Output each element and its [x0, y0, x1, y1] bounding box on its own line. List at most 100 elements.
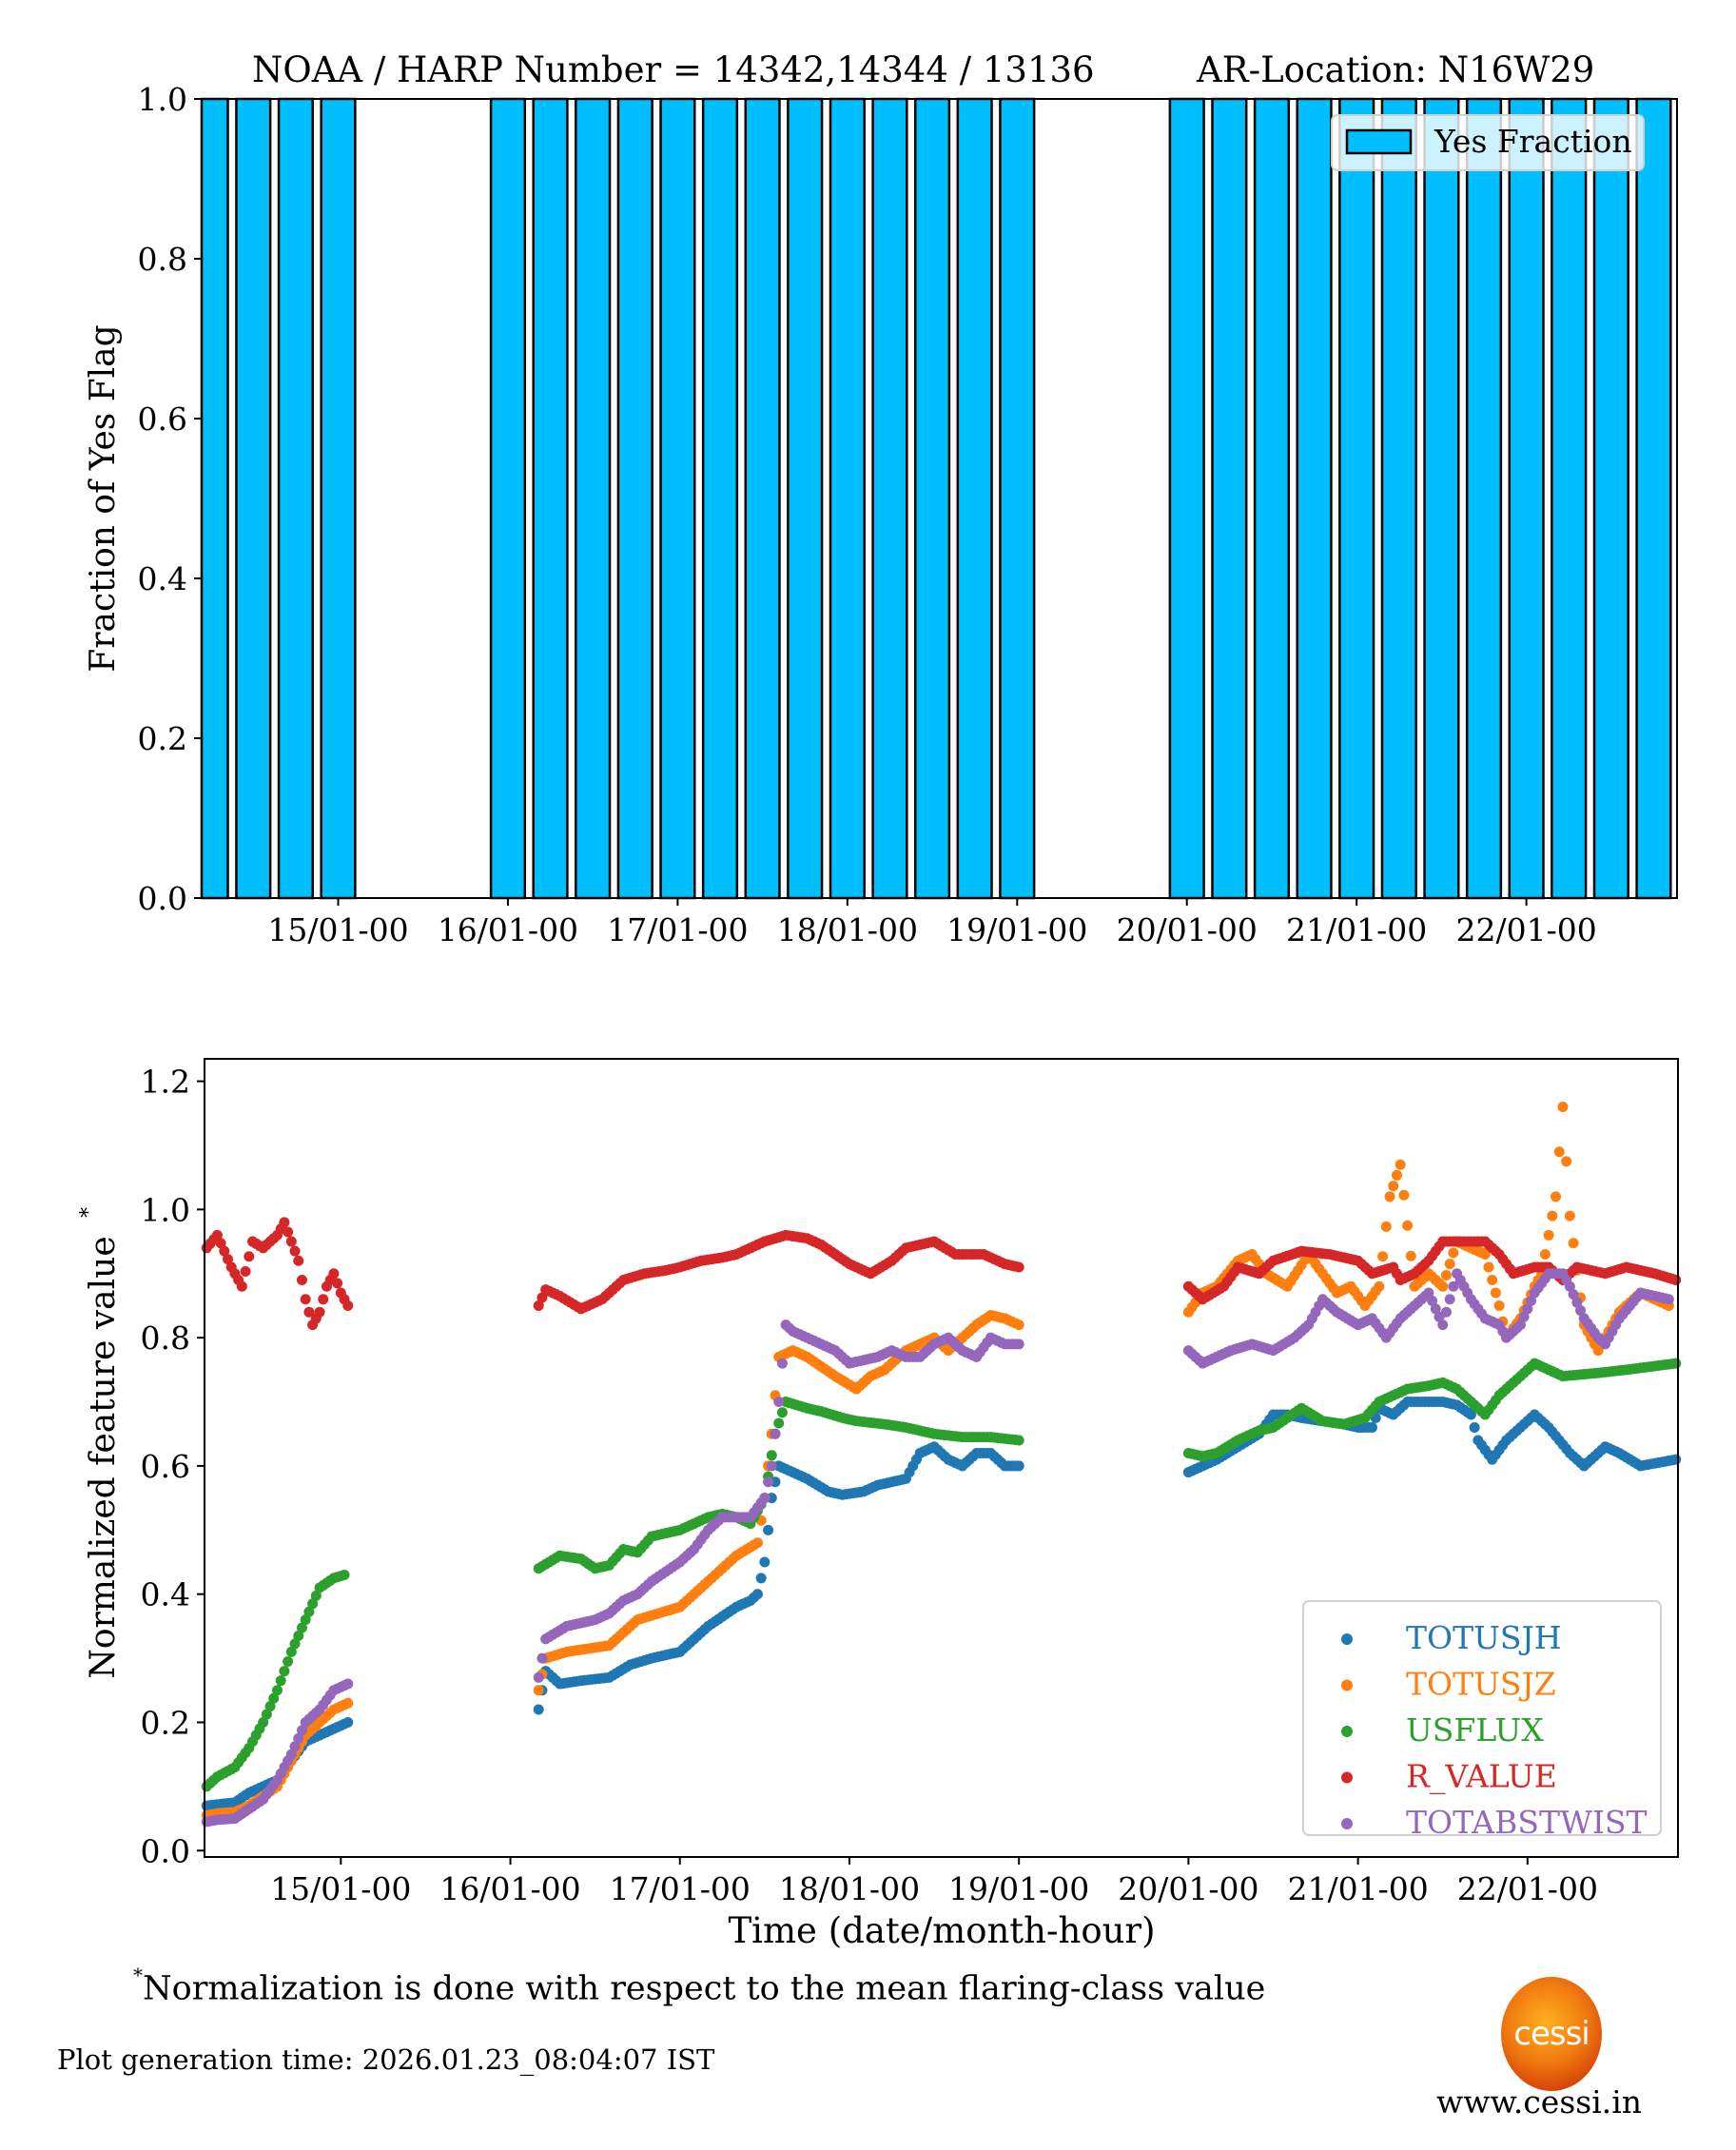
legend-label-totabstwist: TOTABSTWIST	[1406, 1804, 1648, 1841]
legend-label-r_value: R_VALUE	[1406, 1758, 1557, 1796]
data-point	[296, 1725, 307, 1736]
data-point	[1013, 1460, 1024, 1472]
legend-label-usflux: USFLUX	[1406, 1711, 1544, 1749]
top-x-ticks: 15/01-00 16/01-00 17/01-00 18/01-00 19/01-00…	[267, 898, 1597, 948]
data-point	[1479, 1249, 1491, 1261]
top-axes-frame	[201, 98, 1678, 899]
bar-21	[1338, 97, 1375, 900]
data-point	[1571, 1297, 1583, 1308]
legend-swatch-yes-fraction	[1345, 128, 1413, 155]
data-point	[1568, 1238, 1579, 1249]
data-point	[1395, 1159, 1406, 1170]
cessi-logo: cessi	[1501, 1977, 1602, 2091]
data-point	[342, 1716, 354, 1728]
x-tick-label: 17/01-00	[610, 1870, 751, 1907]
data-point	[763, 1476, 774, 1488]
y-tick-label: 1.0	[138, 81, 187, 118]
data-point	[1490, 1287, 1501, 1299]
data-point	[1391, 1169, 1402, 1181]
data-point	[1483, 1261, 1494, 1273]
data-point	[236, 1280, 247, 1292]
data-point	[1366, 1421, 1377, 1433]
data-point	[296, 1274, 307, 1285]
data-point	[332, 1278, 343, 1289]
bar-24	[1465, 97, 1503, 900]
data-point	[300, 1614, 311, 1626]
y-tick-label: 0.8	[141, 1319, 190, 1357]
data-point	[773, 1397, 785, 1408]
data-point	[310, 1590, 322, 1601]
data-point	[536, 1292, 548, 1303]
data-point	[339, 1569, 350, 1580]
footnote-marker: *	[133, 1964, 143, 1986]
data-point	[1663, 1294, 1674, 1305]
legend-label-totusjz: TOTUSJZ	[1406, 1666, 1556, 1703]
bottom-legend: TOTUSJH TOTUSJZ USFLUX R_VALUE TOTABSTWIST	[1302, 1600, 1662, 1841]
bar-28	[1635, 97, 1672, 900]
data-point	[1398, 1189, 1410, 1201]
data-point	[1437, 1319, 1449, 1331]
bar-15	[956, 97, 993, 900]
bar-6	[575, 97, 612, 900]
data-point	[770, 1428, 781, 1439]
normalization-footnote: *Normalization is done with respect to t…	[133, 1964, 1265, 2008]
x-tick-label: 20/01-00	[1118, 1870, 1258, 1907]
x-tick-label: 21/01-00	[1286, 911, 1427, 948]
data-point	[1670, 1454, 1682, 1465]
data-point	[1487, 1274, 1498, 1285]
bars-group	[200, 97, 1672, 900]
x-tick-label: 21/01-00	[1287, 1870, 1428, 1907]
bar-25	[1508, 97, 1545, 900]
data-point	[318, 1294, 329, 1305]
data-point	[223, 1254, 234, 1265]
data-point	[1444, 1294, 1455, 1305]
data-point	[536, 1652, 548, 1664]
data-point	[1543, 1229, 1554, 1241]
x-tick-label: 22/01-00	[1456, 911, 1597, 948]
bar-18	[1211, 97, 1248, 900]
y-tick-label: 0.4	[141, 1576, 190, 1613]
data-point	[1374, 1280, 1385, 1292]
legend-marker-totusjh	[1341, 1633, 1353, 1645]
data-point	[1561, 1156, 1572, 1167]
data-point	[296, 1622, 307, 1633]
data-point	[1405, 1250, 1416, 1261]
data-point	[1013, 1319, 1024, 1331]
data-point	[1013, 1435, 1024, 1446]
legend-marker-totabstwist	[1341, 1818, 1353, 1829]
data-point	[1384, 1191, 1395, 1202]
data-point	[219, 1245, 230, 1257]
data-point	[283, 1655, 294, 1667]
data-point	[1547, 1210, 1558, 1222]
data-point	[289, 1638, 301, 1650]
bottom-axes-frame	[204, 1058, 1679, 1858]
data-point	[1013, 1261, 1024, 1273]
bar-1	[235, 97, 272, 900]
data-point	[1568, 1289, 1579, 1300]
series-usflux	[201, 1358, 1682, 1792]
data-point	[1440, 1269, 1452, 1280]
website-link[interactable]: www.cessi.in	[1436, 2083, 1643, 2121]
scatter-points	[201, 1102, 1682, 1828]
bar-7	[616, 97, 653, 900]
yes-fraction-bar-chart: 0.0 0.2 0.4 0.6 0.8 1.0 15/01-00 16/01-00 17/01…	[84, 81, 1678, 948]
y-tick-label: 1.2	[141, 1064, 190, 1101]
data-point	[342, 1678, 354, 1690]
data-point	[1444, 1259, 1455, 1270]
data-point	[751, 1589, 763, 1600]
data-point	[211, 1229, 223, 1241]
data-point	[240, 1266, 251, 1278]
bar-5	[532, 97, 569, 900]
data-point	[289, 1245, 301, 1257]
data-point	[766, 1460, 777, 1472]
legend-label-totusjh: TOTUSJH	[1406, 1619, 1562, 1656]
bar-23	[1423, 97, 1460, 900]
data-point	[773, 1417, 785, 1429]
bar-11	[787, 97, 824, 900]
bar-26	[1551, 97, 1588, 900]
legend-label-yes-fraction: Yes Fraction	[1434, 123, 1632, 160]
data-point	[303, 1606, 315, 1617]
top-legend: Yes Fraction	[1331, 114, 1645, 171]
data-point	[300, 1294, 311, 1305]
